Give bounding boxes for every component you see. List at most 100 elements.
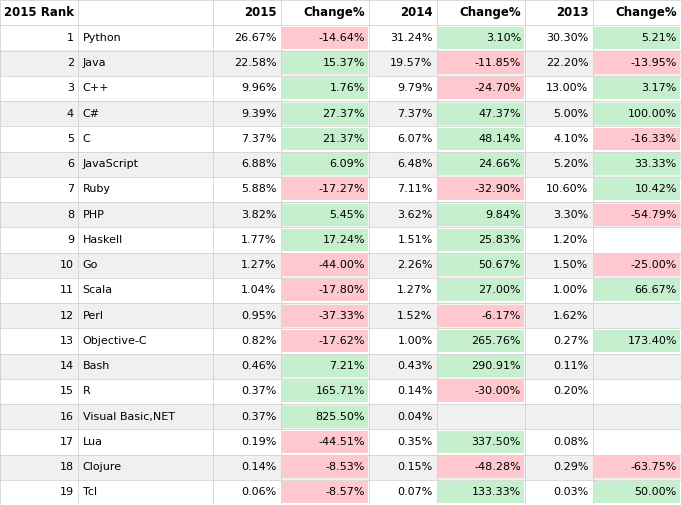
Text: Change%: Change% [616,6,677,19]
Text: -11.85%: -11.85% [475,58,521,68]
Text: 0.82%: 0.82% [241,336,276,346]
Text: 3.17%: 3.17% [642,83,677,93]
Text: 8: 8 [67,210,74,220]
Bar [594,481,680,503]
Bar [282,77,368,99]
Text: 1: 1 [67,33,74,43]
Text: 133.33%: 133.33% [472,487,521,497]
Bar [438,355,524,377]
Text: 165.71%: 165.71% [315,386,365,396]
Text: 15.37%: 15.37% [323,58,365,68]
Text: 17.24%: 17.24% [322,235,365,245]
Text: -48.28%: -48.28% [474,462,521,472]
Text: 30.30%: 30.30% [546,33,588,43]
Bar [282,103,368,125]
Text: 16: 16 [60,412,74,422]
Text: 18: 18 [60,462,74,472]
Text: 9: 9 [67,235,74,245]
Text: Objective-C: Objective-C [83,336,147,346]
Text: 0.43%: 0.43% [397,361,432,371]
Bar [282,431,368,453]
Text: 1.00%: 1.00% [397,336,432,346]
Text: 173.40%: 173.40% [627,336,677,346]
Text: 7.11%: 7.11% [397,184,432,194]
Bar [0,0,681,25]
Text: 1.77%: 1.77% [241,235,276,245]
Text: 100.00%: 100.00% [628,109,677,119]
Text: 5.00%: 5.00% [553,109,588,119]
Bar [438,431,524,453]
Text: 9.84%: 9.84% [486,210,521,220]
Text: -8.57%: -8.57% [326,487,365,497]
Bar [282,153,368,175]
Text: 7: 7 [67,184,74,194]
Bar [0,454,681,480]
Text: -63.75%: -63.75% [631,462,677,472]
Text: 5.88%: 5.88% [241,184,276,194]
Bar [594,77,680,99]
Bar [0,177,681,202]
Text: 50.00%: 50.00% [635,487,677,497]
Text: 5.21%: 5.21% [642,33,677,43]
Text: 13: 13 [60,336,74,346]
Text: 12: 12 [60,311,74,321]
Text: 0.37%: 0.37% [241,412,276,422]
Bar [594,254,680,276]
Bar [0,25,681,50]
Text: 10: 10 [60,260,74,270]
Bar [438,103,524,125]
Text: 2013: 2013 [556,6,588,19]
Bar [282,481,368,503]
Text: 31.24%: 31.24% [390,33,432,43]
Text: 265.76%: 265.76% [471,336,521,346]
Text: Change%: Change% [303,6,365,19]
Text: 3.62%: 3.62% [397,210,432,220]
Text: 6.88%: 6.88% [241,159,276,169]
Text: -25.00%: -25.00% [631,260,677,270]
Text: 13.00%: 13.00% [546,83,588,93]
Text: 290.91%: 290.91% [471,361,521,371]
Bar [0,328,681,353]
Text: 19: 19 [60,487,74,497]
Text: -17.62%: -17.62% [319,336,365,346]
Text: Go: Go [83,260,98,270]
Text: 1.04%: 1.04% [241,285,276,295]
Bar [0,152,681,177]
Text: -44.00%: -44.00% [319,260,365,270]
Bar [594,204,680,226]
Bar [0,76,681,101]
Text: 0.07%: 0.07% [397,487,432,497]
Text: 22.58%: 22.58% [234,58,276,68]
Text: -32.90%: -32.90% [475,184,521,194]
Text: -14.64%: -14.64% [319,33,365,43]
Text: 337.50%: 337.50% [471,437,521,447]
Bar [438,229,524,251]
Text: 15: 15 [60,386,74,396]
Text: 1.50%: 1.50% [553,260,588,270]
Bar [438,279,524,301]
Text: 22.20%: 22.20% [546,58,588,68]
Bar [0,354,681,379]
Text: 2015: 2015 [244,6,276,19]
Bar [594,128,680,150]
Text: 47.37%: 47.37% [478,109,521,119]
Text: 0.04%: 0.04% [397,412,432,422]
Bar [282,254,368,276]
Bar [0,50,681,76]
Bar [282,330,368,352]
Bar [282,128,368,150]
Text: 10.42%: 10.42% [635,184,677,194]
Bar [0,429,681,454]
Bar [594,178,680,200]
Bar [0,480,681,505]
Bar [438,481,524,503]
Text: 6.09%: 6.09% [330,159,365,169]
Bar [282,305,368,327]
Bar [282,456,368,478]
Text: 9.96%: 9.96% [241,83,276,93]
Text: Ruby: Ruby [83,184,111,194]
Text: 6.48%: 6.48% [397,159,432,169]
Text: 27.00%: 27.00% [479,285,521,295]
Text: 66.67%: 66.67% [635,285,677,295]
Bar [0,202,681,227]
